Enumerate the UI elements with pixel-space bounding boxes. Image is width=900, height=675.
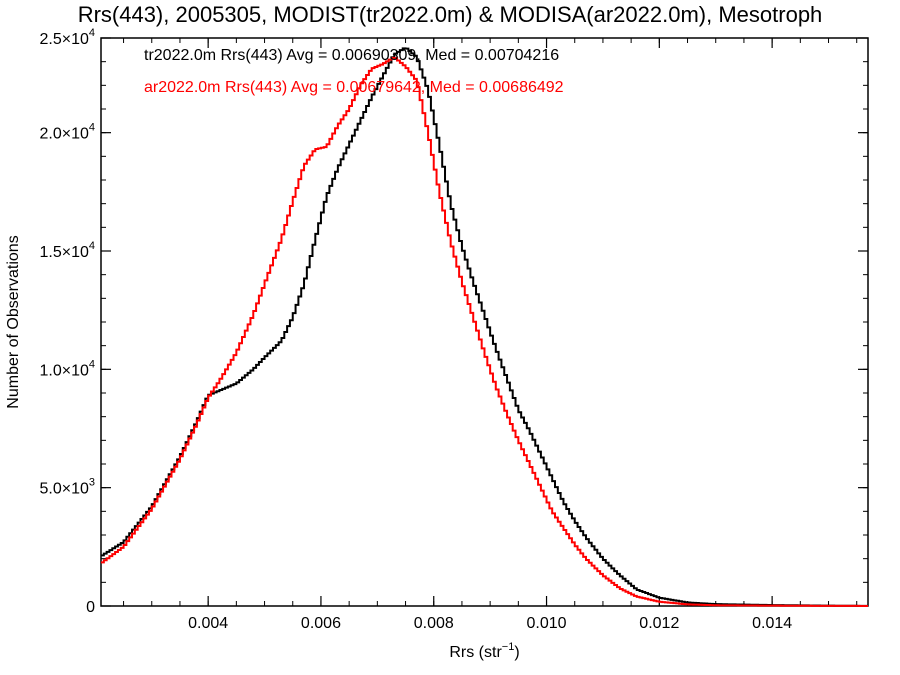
y-tick-label: 5.0×103 (39, 477, 95, 498)
y-tick-label: 1.0×104 (39, 358, 95, 379)
x-tick-label: 0.008 (414, 615, 454, 632)
y-tick-label: 2.5×104 (39, 27, 95, 48)
x-tick-label: 0.014 (752, 615, 792, 632)
y-minor-ticks (101, 37, 868, 607)
x-tick-label: 0.010 (527, 615, 567, 632)
y-axis-label: Number of Observations (5, 235, 22, 408)
x-axis-label: Rrs (str−1) (449, 641, 519, 661)
x-minor-ticks (123, 38, 858, 606)
stats-annotation-black: tr2022.0m Rrs(443) Avg = 0.00690309, Med… (144, 47, 559, 64)
plot-frame (100, 37, 869, 607)
x-tick-label: 0.004 (188, 615, 228, 632)
x-tick-label: 0.012 (639, 615, 679, 632)
series-line-1 (101, 56, 868, 607)
y-axis-ticks: 0 5.0×103 1.0×104 1.5×104 2.0×104 2.5×104 (39, 27, 868, 616)
series-line-0 (101, 47, 868, 607)
stats-annotation-red: ar2022.0m Rrs(443) Avg = 0.00679642, Med… (144, 79, 564, 96)
y-tick-label: 1.5×104 (39, 240, 95, 261)
y-tick-label: 2.0×104 (39, 122, 95, 143)
y-tick-label: 0 (86, 599, 95, 616)
chart-title: Rrs(443), 2005305, MODIST(tr2022.0m) & M… (78, 2, 823, 27)
x-tick-label: 0.006 (301, 615, 341, 632)
series-layer (101, 47, 868, 607)
